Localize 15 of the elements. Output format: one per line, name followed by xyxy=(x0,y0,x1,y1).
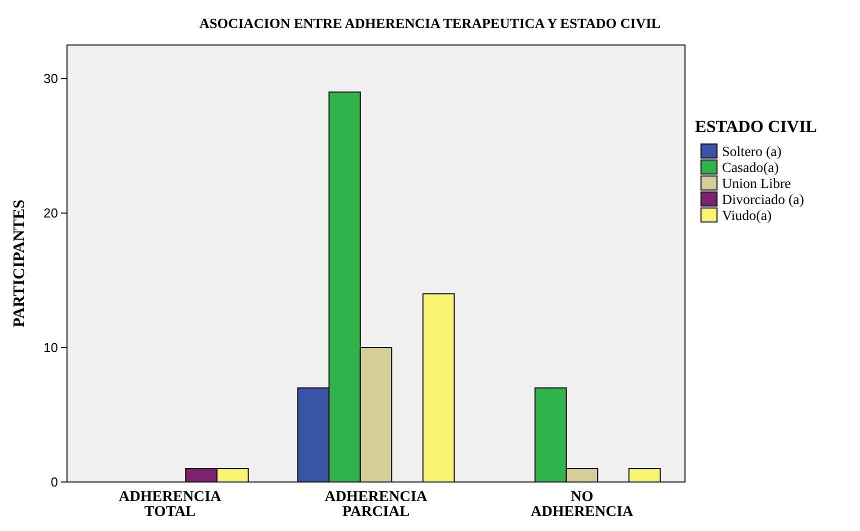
x-tick-label: ADHERENCIA TOTAL xyxy=(118,489,222,520)
y-tick-label: 20 xyxy=(44,206,58,221)
y-tick-label: 30 xyxy=(44,71,58,86)
x-tick-label: NO ADHERENCIA xyxy=(530,489,634,520)
x-tick-label: ADHERENCIA PARCIAL xyxy=(324,489,428,520)
y-tick-label: 0 xyxy=(50,474,58,490)
legend-label: Viudo(a) xyxy=(722,208,772,224)
legend-label: Soltero (a) xyxy=(722,144,782,160)
chart-title: ASOCIACION ENTRE ADHERENCIA TERAPEUTICA Y ESTADO CIVIL xyxy=(199,17,661,32)
legend-label: Casado(a) xyxy=(722,160,780,176)
legend-title: ESTADO CIVIL xyxy=(695,117,818,136)
y-tick-label: 10 xyxy=(44,340,58,356)
legend-label: Union Libre xyxy=(722,176,791,192)
y-axis-title: PARTICIPANTES xyxy=(11,200,28,328)
legend-label: Divorciado (a) xyxy=(722,192,804,208)
